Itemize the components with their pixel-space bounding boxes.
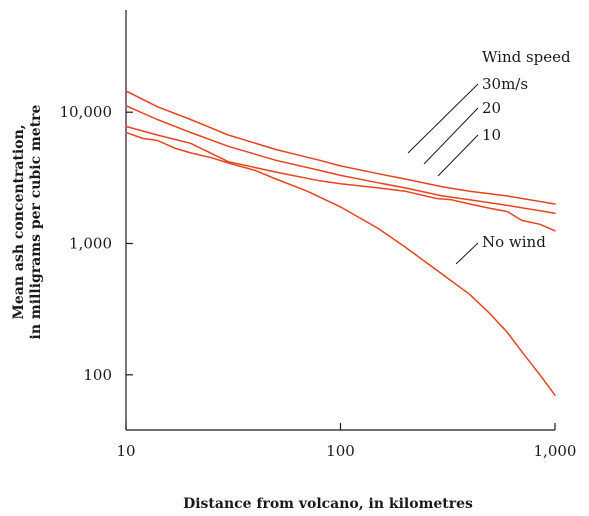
legend-title-wind-speed: Wind speed	[482, 48, 571, 66]
x-tick-label-1: 100	[326, 442, 355, 460]
y-tick-label-0: 100	[83, 366, 112, 384]
x-tick-label-2: 1,000	[534, 442, 577, 460]
series-line-0	[125, 90, 556, 205]
series-layer	[125, 90, 556, 396]
series-label-20: 20	[482, 99, 501, 117]
series-label-no-wind: No wind	[482, 233, 546, 251]
y-axis-title-line-2: in milligrams per cubic metre	[28, 104, 44, 339]
y-tick-label-1: 1,000	[69, 235, 112, 253]
ticks: 100 1,000 10,000 10 100 1,000	[60, 103, 577, 460]
x-tick-label-0: 10	[116, 442, 135, 460]
leader-line-3	[455, 242, 479, 265]
x-axis-title: Distance from volcano, in kilometres	[183, 496, 473, 512]
y-tick-label-2: 10,000	[60, 103, 113, 121]
series-line-1	[125, 104, 556, 214]
annotation-leaders	[407, 83, 479, 265]
series-line-3	[125, 131, 556, 396]
leader-line-1	[423, 107, 479, 165]
series-line-2	[125, 125, 556, 232]
leader-line-0	[407, 83, 479, 154]
axes	[125, 10, 555, 431]
series-label-10: 10	[482, 126, 501, 144]
y-axis-title: Mean ash concentration, in milligrams pe…	[11, 104, 44, 339]
leader-line-2	[437, 134, 479, 177]
y-axis-title-line-1: Mean ash concentration,	[11, 124, 27, 319]
series-label-30ms: 30m/s	[482, 75, 528, 93]
